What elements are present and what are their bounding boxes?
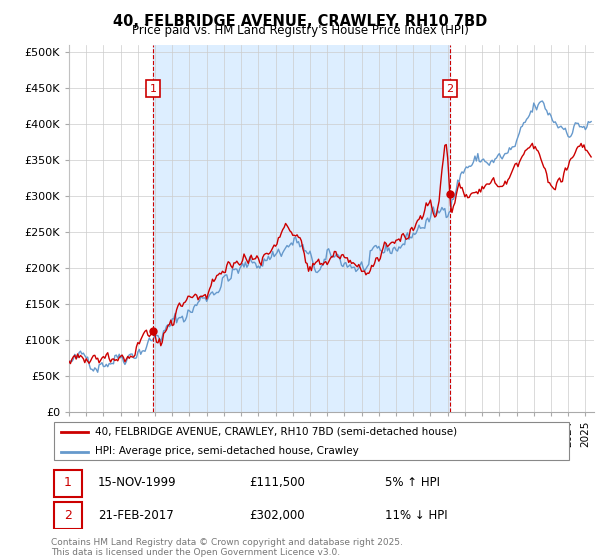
FancyBboxPatch shape <box>53 502 82 529</box>
Text: 2: 2 <box>64 508 71 521</box>
Text: 1: 1 <box>64 477 71 489</box>
Text: 5% ↑ HPI: 5% ↑ HPI <box>385 477 440 489</box>
Text: 15-NOV-1999: 15-NOV-1999 <box>98 477 176 489</box>
Text: HPI: Average price, semi-detached house, Crawley: HPI: Average price, semi-detached house,… <box>95 446 359 456</box>
Text: 2: 2 <box>446 84 454 94</box>
Text: £111,500: £111,500 <box>250 477 305 489</box>
Text: 40, FELBRIDGE AVENUE, CRAWLEY, RH10 7BD: 40, FELBRIDGE AVENUE, CRAWLEY, RH10 7BD <box>113 14 487 29</box>
Text: 21-FEB-2017: 21-FEB-2017 <box>98 508 174 521</box>
FancyBboxPatch shape <box>53 422 569 460</box>
Text: 40, FELBRIDGE AVENUE, CRAWLEY, RH10 7BD (semi-detached house): 40, FELBRIDGE AVENUE, CRAWLEY, RH10 7BD … <box>95 427 457 437</box>
Text: 11% ↓ HPI: 11% ↓ HPI <box>385 508 448 521</box>
FancyBboxPatch shape <box>53 470 82 497</box>
Bar <box>153 45 450 412</box>
Text: 1: 1 <box>149 84 157 94</box>
Text: Contains HM Land Registry data © Crown copyright and database right 2025.
This d: Contains HM Land Registry data © Crown c… <box>51 538 403 557</box>
Text: £302,000: £302,000 <box>250 508 305 521</box>
Text: Price paid vs. HM Land Registry's House Price Index (HPI): Price paid vs. HM Land Registry's House … <box>131 24 469 36</box>
